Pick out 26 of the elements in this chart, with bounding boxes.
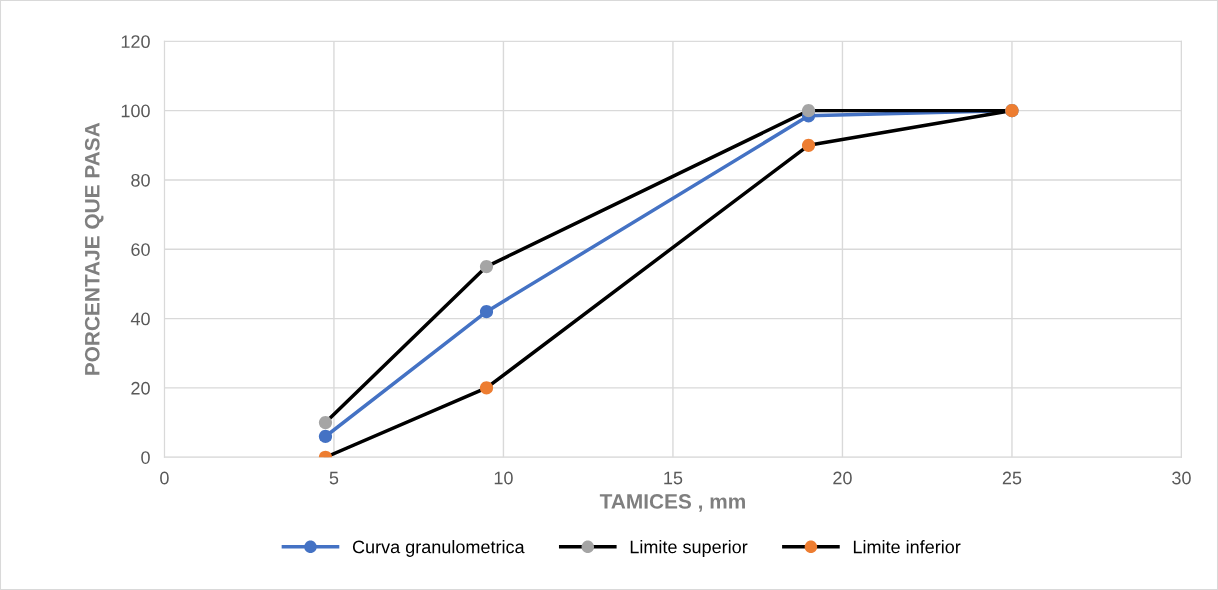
y-tick-label: 100 [121, 104, 150, 118]
point [801, 138, 816, 152]
point [318, 416, 333, 430]
x-tick-label: 15 [664, 471, 683, 485]
y-tick-label: 20 [131, 381, 150, 395]
point [479, 381, 494, 395]
legend-label: Limite superior [630, 540, 748, 557]
point [479, 260, 494, 274]
point [479, 305, 494, 319]
point [318, 429, 333, 444]
y-tick-label: 120 [121, 35, 150, 49]
x-tick-label: 30 [1172, 471, 1191, 485]
x-tick-label: 10 [494, 471, 513, 485]
legend-label: Limite inferior [853, 540, 961, 554]
x-tick-label: 5 [329, 471, 339, 485]
point [801, 104, 816, 118]
y-tick-label: 40 [130, 312, 150, 326]
x-tick-label: 20 [833, 471, 852, 485]
legend-label: Curva granulometrica [352, 540, 525, 557]
y-tick-label: 0 [141, 451, 150, 464]
x-tick-label: 0 [160, 471, 169, 485]
x-axis-title: TAMICES , mm [599, 494, 745, 512]
y-tick-label: 80 [131, 173, 150, 187]
x-tick-label: 25 [1002, 471, 1022, 485]
y-tick-label: 60 [131, 243, 150, 256]
y-axis-title: PORCENTAJE QUE PASA [84, 122, 104, 375]
